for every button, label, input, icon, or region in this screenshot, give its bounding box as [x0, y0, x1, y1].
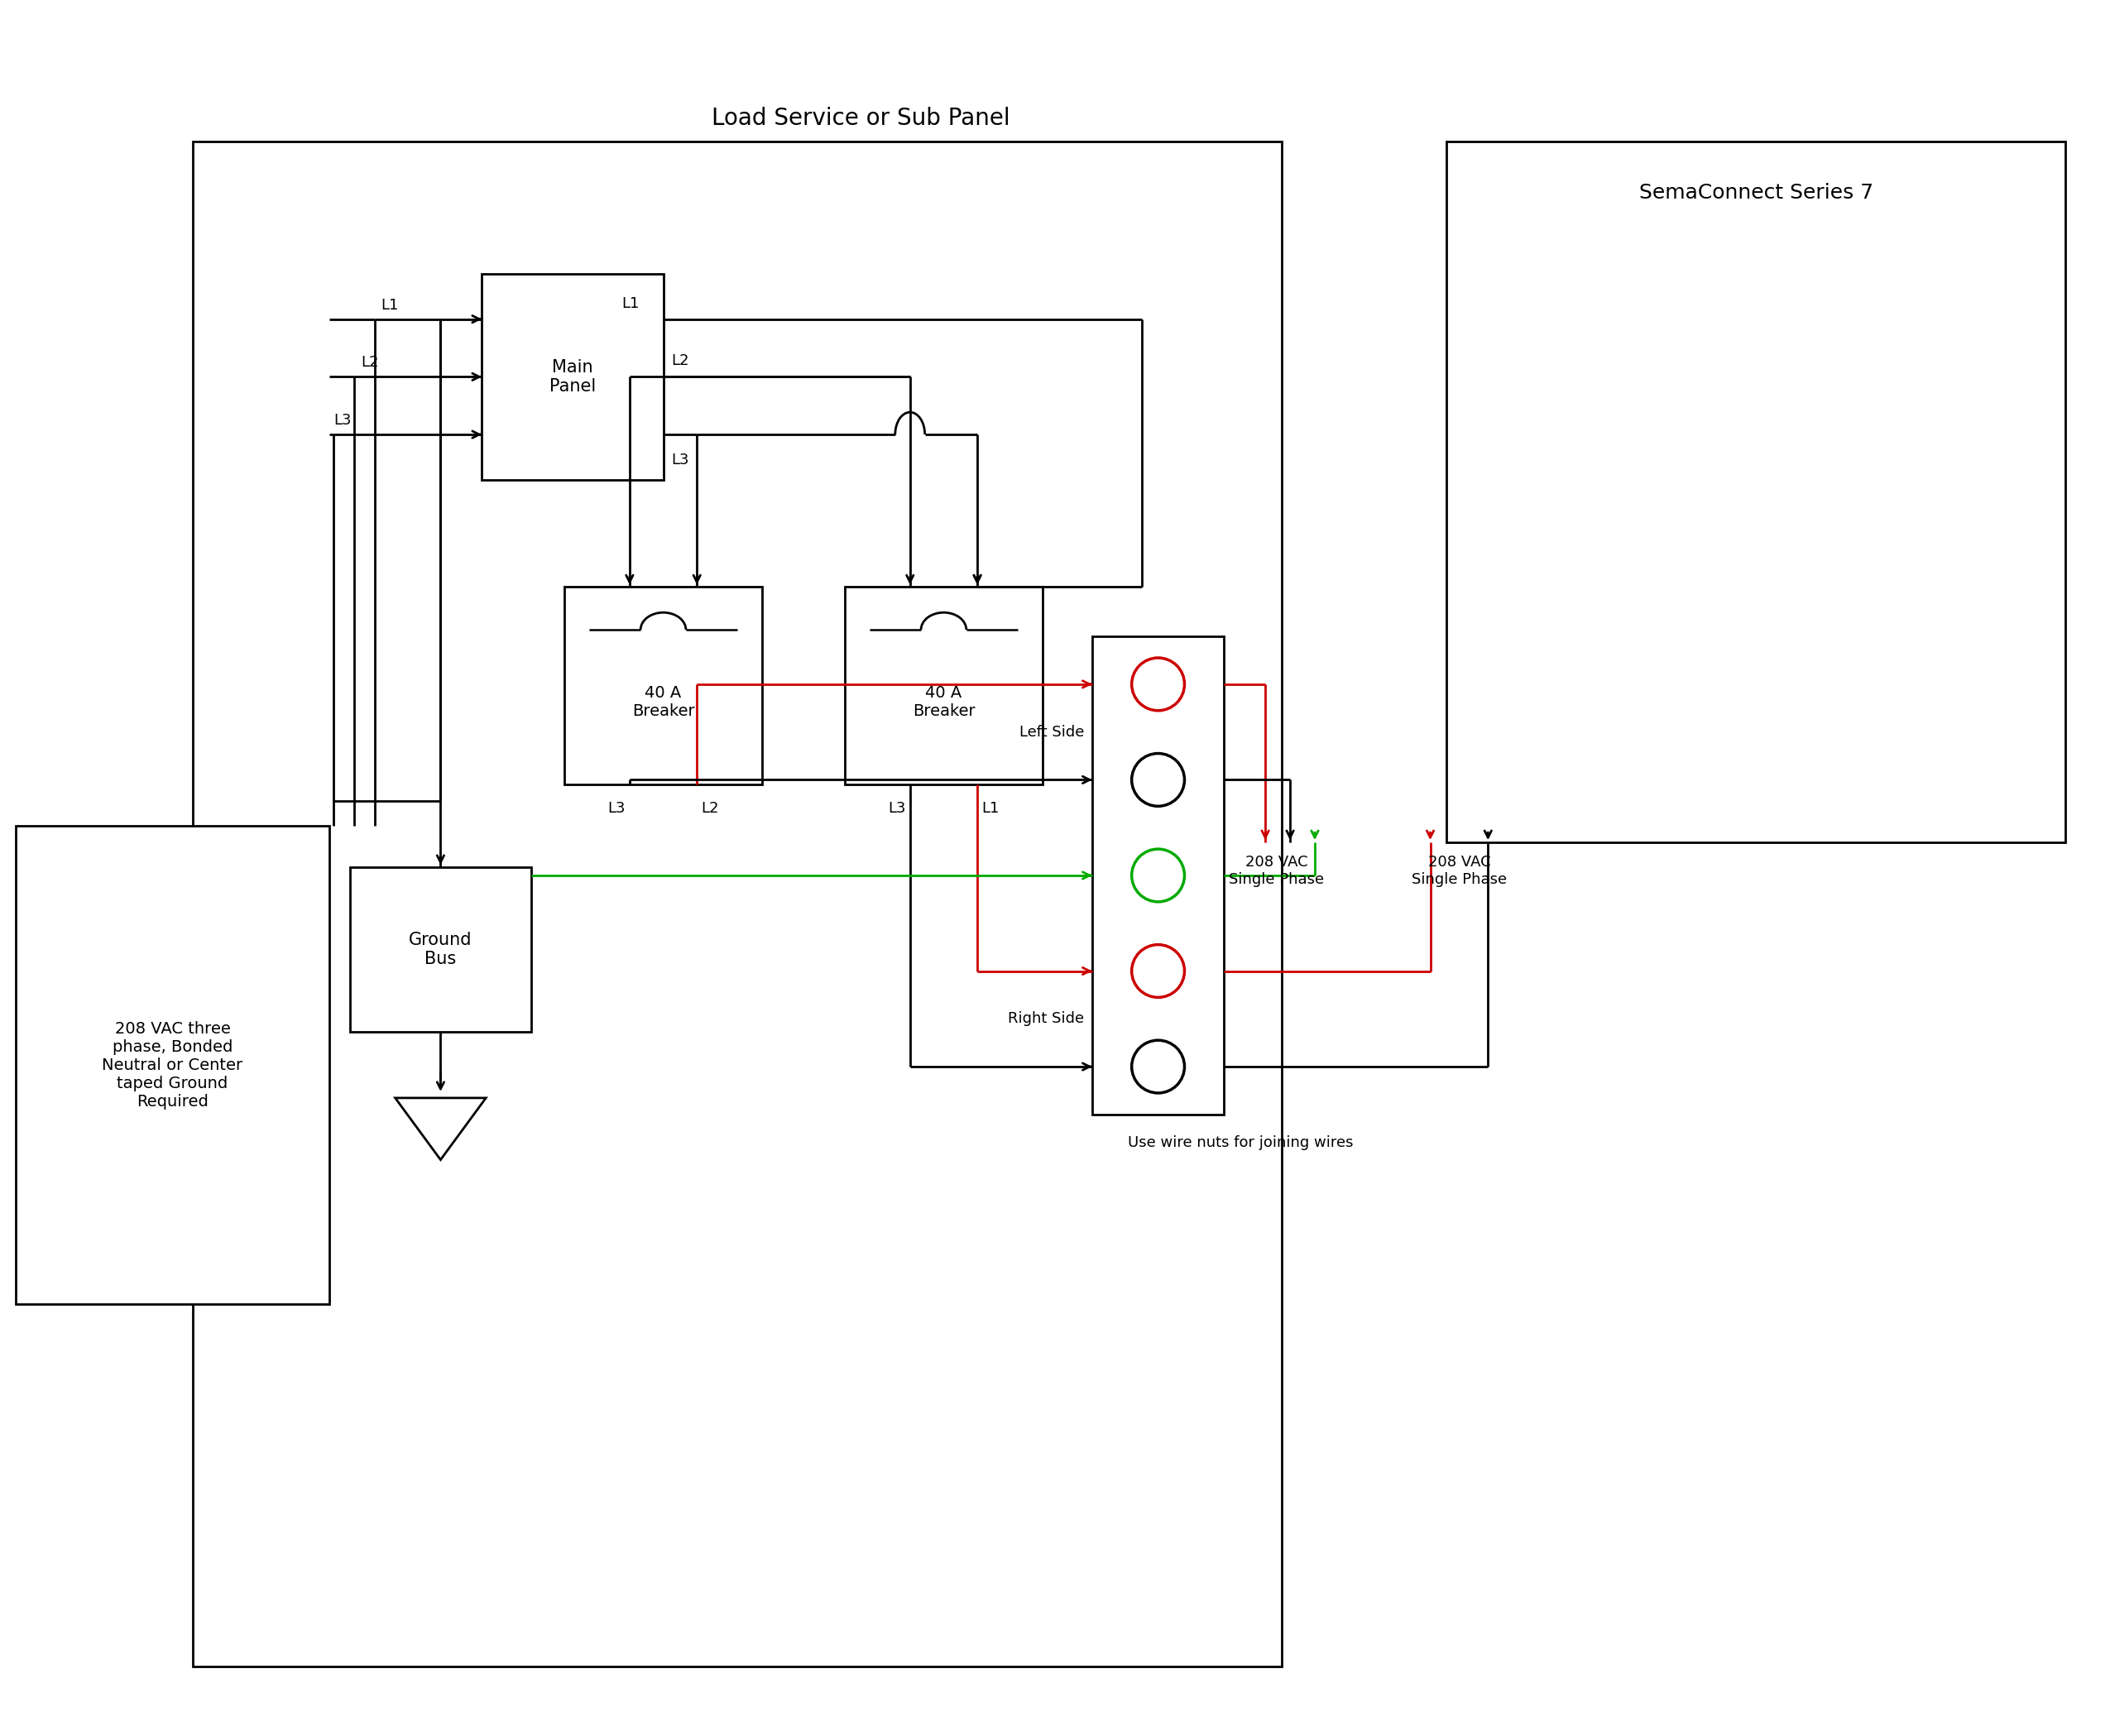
Text: 40 A
Breaker: 40 A Breaker — [633, 686, 694, 719]
Bar — [844, 587, 1042, 785]
Text: L3: L3 — [608, 802, 625, 816]
Text: 208 VAC
Single Phase: 208 VAC Single Phase — [1412, 854, 1507, 887]
Text: Main
Panel: Main Panel — [549, 359, 595, 394]
Text: L2: L2 — [361, 356, 378, 370]
Text: Load Service or Sub Panel: Load Service or Sub Panel — [711, 106, 1011, 130]
Bar — [350, 868, 532, 1031]
Text: Right Side: Right Side — [1009, 1012, 1085, 1026]
Bar — [563, 587, 762, 785]
Circle shape — [1131, 1040, 1184, 1094]
Text: 208 VAC
Single Phase: 208 VAC Single Phase — [1228, 854, 1323, 887]
Polygon shape — [395, 1097, 485, 1160]
Circle shape — [1131, 849, 1184, 901]
Circle shape — [1131, 753, 1184, 806]
Text: Ground
Bus: Ground Bus — [409, 932, 473, 967]
Text: L1: L1 — [981, 802, 1000, 816]
Text: 208 VAC three
phase, Bonded
Neutral or Center
taped Ground
Required: 208 VAC three phase, Bonded Neutral or C… — [101, 1021, 243, 1109]
Text: L2: L2 — [701, 802, 720, 816]
Bar — [1093, 637, 1224, 1115]
Text: L1: L1 — [622, 295, 639, 311]
Bar — [481, 274, 663, 479]
Text: SemaConnect Series 7: SemaConnect Series 7 — [1639, 182, 1874, 203]
Circle shape — [1131, 944, 1184, 998]
Text: L3: L3 — [333, 413, 350, 427]
Text: L2: L2 — [671, 354, 690, 368]
Circle shape — [1131, 658, 1184, 710]
Text: Use wire nuts for joining wires: Use wire nuts for joining wires — [1129, 1135, 1353, 1149]
Bar — [1447, 142, 2066, 842]
Text: Left Side: Left Side — [1019, 724, 1085, 740]
Bar — [194, 142, 1281, 1667]
Text: L3: L3 — [888, 802, 905, 816]
Text: L3: L3 — [671, 453, 690, 467]
Text: L1: L1 — [382, 297, 399, 312]
Bar — [15, 826, 329, 1304]
Text: 40 A
Breaker: 40 A Breaker — [912, 686, 975, 719]
